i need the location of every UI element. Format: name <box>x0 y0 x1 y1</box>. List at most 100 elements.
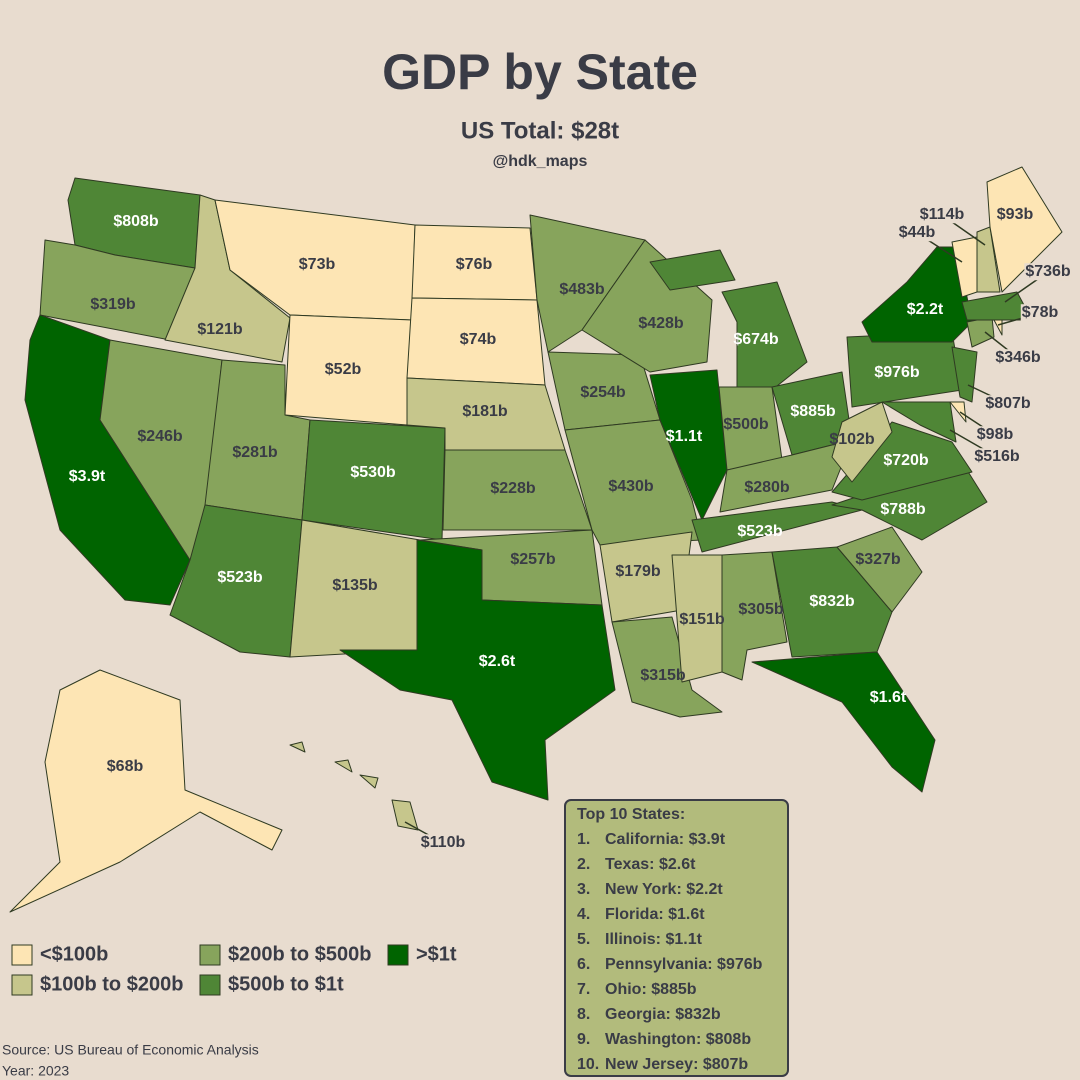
top10-item: Pennsylvania: $976b <box>605 956 763 973</box>
state-label: $523b <box>217 569 263 586</box>
state-label: $327b <box>855 551 901 568</box>
label-bg <box>918 206 966 224</box>
state-label: $807b <box>985 395 1031 412</box>
state-shape <box>339 539 616 801</box>
state-shape <box>289 741 306 753</box>
top10-rank: 3. <box>577 881 590 898</box>
state-label: $530b <box>350 464 396 481</box>
label-bg <box>973 448 1021 466</box>
state-shape <box>949 401 967 423</box>
label-bg <box>1020 304 1060 322</box>
state-label: $93b <box>997 206 1034 223</box>
top10-rank: 10. <box>577 1056 599 1073</box>
top10-item: New York: $2.2t <box>605 881 723 898</box>
state-label: $2.6t <box>479 653 516 670</box>
state-label: $885b <box>790 403 836 420</box>
state-label: $181b <box>462 403 508 420</box>
state-label: $483b <box>559 281 605 298</box>
state-label: $1.6t <box>870 689 907 706</box>
legend-swatch <box>199 974 221 996</box>
label-bg <box>1024 263 1072 281</box>
state-label: $44b <box>899 224 936 241</box>
top10-rank: 6. <box>577 956 590 973</box>
label-bg <box>984 395 1032 413</box>
title: GDP by State <box>382 44 698 100</box>
top10-item: Florida: $1.6t <box>605 906 705 923</box>
state-label: $832b <box>809 593 855 610</box>
state-label: $808b <box>113 213 159 230</box>
legend-label: <$100b <box>40 943 108 965</box>
state-label: $246b <box>137 428 183 445</box>
state-shape <box>649 369 728 521</box>
state-label: $736b <box>1025 263 1071 280</box>
state-shape <box>611 616 723 718</box>
state-label: $315b <box>640 667 686 684</box>
state-label: $3.9t <box>69 468 106 485</box>
state-shape <box>831 401 893 483</box>
legend-swatch <box>199 944 221 966</box>
top10-item: New Jersey: $807b <box>605 1056 748 1073</box>
legend-swatch <box>11 944 33 966</box>
state-label: $73b <box>299 256 336 273</box>
legend-label: $500b to $1t <box>228 973 344 995</box>
top10-rank: 2. <box>577 856 590 873</box>
label-bg <box>975 426 1015 444</box>
state-label: $788b <box>880 501 926 518</box>
state-label: $500b <box>723 416 769 433</box>
state-label: $151b <box>679 611 725 628</box>
state-label: $516b <box>974 448 1020 465</box>
top10-box <box>564 799 789 1077</box>
state-label: $135b <box>332 577 378 594</box>
state-label: $78b <box>1022 304 1059 321</box>
handle: @hdk_maps <box>493 153 588 170</box>
top10-rank: 5. <box>577 931 590 948</box>
state-shape <box>881 401 957 443</box>
state-shape <box>771 546 893 658</box>
state-label: $523b <box>737 523 783 540</box>
label-bg <box>897 224 937 242</box>
state-shape <box>649 249 736 291</box>
legend-label: $100b to $200b <box>40 973 183 995</box>
year: Year: 2023 <box>2 1063 69 1079</box>
state-label: $2.2t <box>907 301 944 318</box>
state-shape <box>334 759 353 773</box>
legend-label: $200b to $500b <box>228 943 371 965</box>
state-label: $114b <box>920 206 965 223</box>
top10-rank: 1. <box>577 831 590 848</box>
state-label: $76b <box>456 256 493 273</box>
state-label: $674b <box>733 331 779 348</box>
state-label: $346b <box>995 349 1041 366</box>
state-label: $1.1t <box>666 428 703 445</box>
state-shape <box>751 651 936 793</box>
state-shape <box>359 774 379 789</box>
state-label: $68b <box>107 758 144 775</box>
top10-rank: 9. <box>577 1031 590 1048</box>
state-label: $281b <box>232 444 278 461</box>
top10-item: Washington: $808b <box>605 1031 751 1048</box>
state-label: $280b <box>744 479 790 496</box>
state-label: $121b <box>197 321 243 338</box>
legend-swatch <box>11 974 33 996</box>
state-label: $430b <box>608 478 654 495</box>
label-bg <box>419 834 467 852</box>
label-bg <box>994 349 1042 367</box>
legend-label: >$1t <box>416 943 457 965</box>
top10-title: Top 10 States: <box>577 806 685 823</box>
top10-item: Ohio: $885b <box>605 981 697 998</box>
top10-item: California: $3.9t <box>605 831 726 848</box>
state-label: $428b <box>638 315 684 332</box>
state-shape <box>529 214 646 353</box>
state-shape <box>836 526 923 613</box>
subtitle: US Total: $28t <box>461 117 619 144</box>
state-label: $305b <box>738 601 784 618</box>
state-label: $319b <box>90 296 136 313</box>
state-label: $228b <box>490 480 536 497</box>
state-shape <box>986 166 1063 293</box>
top10-item: Texas: $2.6t <box>605 856 696 873</box>
state-label: $720b <box>883 452 929 469</box>
state-shape <box>951 346 978 403</box>
state-label: $254b <box>580 384 626 401</box>
top10-item: Illinois: $1.1t <box>605 931 703 948</box>
legend-swatch <box>387 944 409 966</box>
